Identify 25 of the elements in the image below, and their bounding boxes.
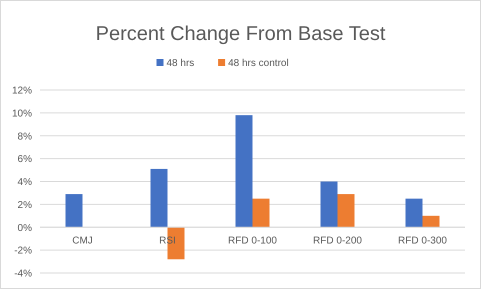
- y-tick-label: 8%: [18, 131, 32, 142]
- y-tick-label: -2%: [14, 246, 32, 257]
- y-tick-label: 0%: [18, 222, 32, 234]
- bar: [422, 216, 440, 228]
- x-tick-label: RFD 0-300: [398, 235, 448, 246]
- x-tick-label: RFD 0-100: [228, 235, 278, 246]
- bar: [236, 115, 252, 228]
- legend-label: 48 hrs: [166, 58, 194, 69]
- y-tick-label: 10%: [12, 108, 32, 120]
- x-tick-label: CMJ: [72, 235, 93, 246]
- y-tick-label: 6%: [18, 154, 32, 166]
- legend-label: 48 hrs control: [228, 58, 289, 69]
- chart-title: Percent Change From Base Test: [96, 23, 386, 45]
- bar: [406, 198, 422, 228]
- y-tick-label: 4%: [18, 177, 32, 188]
- y-tick-label: 12%: [12, 86, 32, 96]
- x-tick-label: RFD 0-200: [313, 235, 362, 246]
- y-tick-label: -4%: [14, 268, 32, 280]
- x-tick-label: RSI: [159, 235, 176, 246]
- bar: [252, 198, 270, 228]
- bar: [66, 194, 82, 228]
- y-tick-label: 2%: [18, 200, 32, 211]
- bar: [150, 168, 168, 228]
- bar: [338, 194, 354, 228]
- bar: [320, 182, 338, 228]
